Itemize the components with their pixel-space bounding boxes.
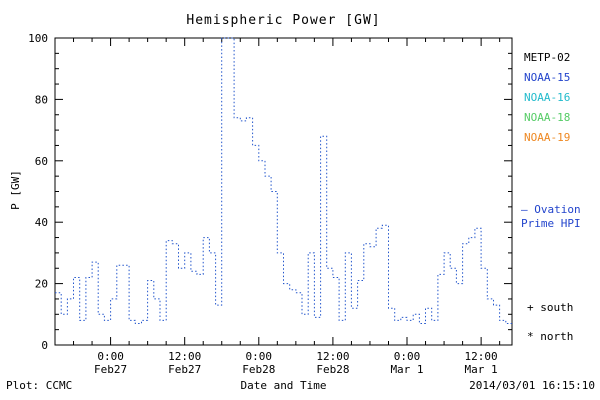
svg-text:12:00: 12:00 [465, 350, 498, 363]
chart-title: Hemispheric Power [GW] [186, 13, 381, 28]
x-axis-label: Date and Time [240, 379, 327, 392]
north-marker-label: * north [527, 330, 574, 343]
ovation-line-1: – Ovation [521, 203, 581, 216]
svg-text:0: 0 [41, 339, 48, 352]
svg-text:12:00: 12:00 [168, 350, 201, 363]
svg-text:0:00: 0:00 [246, 350, 273, 363]
ovation-line-2: Prime HPI [521, 217, 581, 230]
plot-credit: Plot: CCMC [6, 379, 73, 392]
svg-text:Mar 1: Mar 1 [390, 363, 423, 376]
south-marker-label: + south [527, 301, 574, 314]
svg-text:Mar 1: Mar 1 [465, 363, 498, 376]
svg-text:12:00: 12:00 [316, 350, 349, 363]
satellite-legend: METP-02 NOAA-15 NOAA-16 NOAA-18 NOAA-19 [524, 48, 570, 148]
svg-text:0:00: 0:00 [394, 350, 421, 363]
legend-item-noaa18: NOAA-18 [524, 111, 571, 124]
svg-text:100: 100 [28, 32, 48, 45]
svg-text:20: 20 [35, 278, 48, 291]
svg-text:Feb27: Feb27 [168, 363, 201, 376]
legend-item-metp02: METP-02 [524, 51, 571, 64]
svg-text:Feb27: Feb27 [94, 363, 127, 376]
ovation-prime-label: – Ovation Prime HPI [521, 203, 581, 231]
plot-timestamp: 2014/03/01 16:15:10 [469, 379, 595, 392]
svg-text:40: 40 [35, 216, 48, 229]
svg-text:80: 80 [35, 93, 48, 106]
svg-text:0:00: 0:00 [97, 350, 124, 363]
legend-item-noaa16: NOAA-16 [524, 91, 571, 104]
svg-text:Feb28: Feb28 [316, 363, 349, 376]
legend-item-noaa19: NOAA-19 [524, 131, 571, 144]
svg-text:Feb28: Feb28 [242, 363, 275, 376]
legend-item-noaa15: NOAA-15 [524, 71, 571, 84]
svg-text:60: 60 [35, 155, 48, 168]
